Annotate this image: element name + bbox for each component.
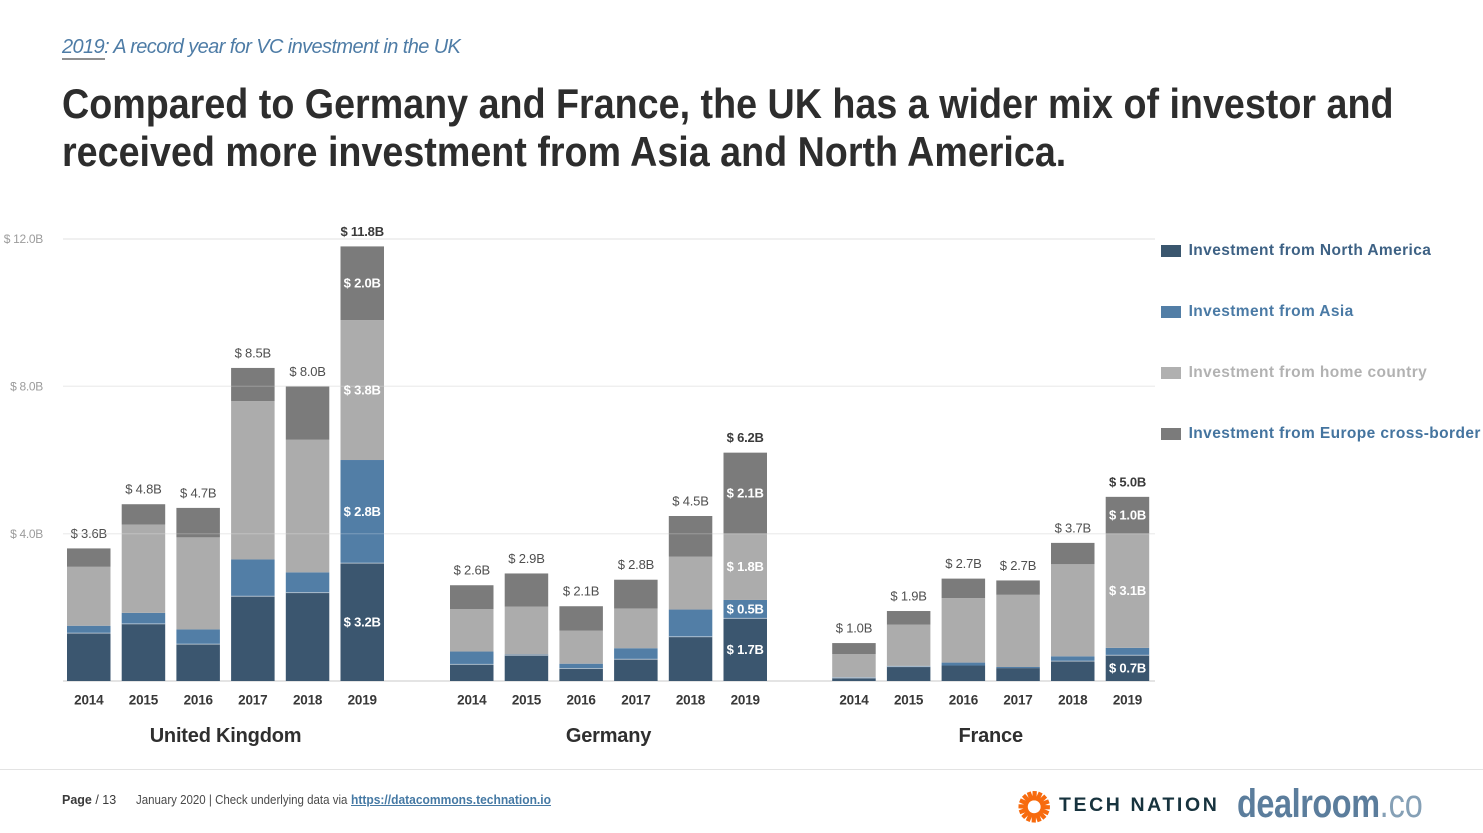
svg-text:$ 4.0B: $ 4.0B <box>10 527 43 541</box>
svg-text:2018: 2018 <box>293 693 323 708</box>
svg-text:$ 2.0B: $ 2.0B <box>344 276 381 291</box>
svg-text:United Kingdom: United Kingdom <box>150 725 302 747</box>
svg-text:2016: 2016 <box>949 693 979 708</box>
svg-text:2016: 2016 <box>566 693 596 708</box>
svg-text:$ 3.1B: $ 3.1B <box>1109 583 1146 598</box>
svg-text:2019: 2019 <box>1113 693 1142 708</box>
svg-text:2015: 2015 <box>894 693 924 708</box>
svg-text:$ 2.7B: $ 2.7B <box>1000 558 1036 573</box>
svg-text:2017: 2017 <box>238 693 267 708</box>
svg-text:$ 6.2B: $ 6.2B <box>727 430 764 445</box>
svg-text:$ 3.8B: $ 3.8B <box>344 382 381 397</box>
svg-text:$ 2.8B: $ 2.8B <box>618 557 654 572</box>
svg-text:$ 8.0B: $ 8.0B <box>10 380 43 394</box>
svg-text:2018: 2018 <box>676 693 706 708</box>
svg-text:France: France <box>959 725 1023 747</box>
svg-text:$ 2.1B: $ 2.1B <box>563 584 599 599</box>
svg-text:2017: 2017 <box>621 693 650 708</box>
svg-text:$ 0.7B: $ 0.7B <box>1109 661 1146 676</box>
svg-text:$ 11.8B: $ 11.8B <box>340 224 383 239</box>
svg-text:2014: 2014 <box>457 693 487 708</box>
svg-text:$ 2.9B: $ 2.9B <box>508 551 544 566</box>
svg-text:Germany: Germany <box>566 725 652 747</box>
svg-text:2017: 2017 <box>1003 693 1032 708</box>
svg-text:2019: 2019 <box>731 693 760 708</box>
svg-text:$ 1.7B: $ 1.7B <box>727 642 764 657</box>
svg-text:$ 1.8B: $ 1.8B <box>727 559 764 574</box>
svg-text:2014: 2014 <box>74 693 104 708</box>
svg-text:2015: 2015 <box>129 693 159 708</box>
svg-text:$ 3.7B: $ 3.7B <box>1055 520 1091 535</box>
svg-text:$ 12.0B: $ 12.0B <box>4 232 44 246</box>
svg-text:$ 8.5B: $ 8.5B <box>235 345 271 360</box>
svg-text:$ 4.7B: $ 4.7B <box>180 485 216 500</box>
svg-text:$ 3.2B: $ 3.2B <box>344 615 381 630</box>
svg-text:$ 8.0B: $ 8.0B <box>289 364 325 379</box>
svg-text:$ 2.6B: $ 2.6B <box>454 563 490 578</box>
svg-text:$ 1.0B: $ 1.0B <box>836 621 872 636</box>
svg-text:$ 3.6B: $ 3.6B <box>71 526 107 541</box>
svg-text:2015: 2015 <box>512 693 542 708</box>
svg-text:$ 2.8B: $ 2.8B <box>344 504 381 519</box>
svg-text:$ 2.1B: $ 2.1B <box>727 486 764 501</box>
svg-text:$ 0.5B: $ 0.5B <box>727 602 764 617</box>
svg-text:$ 4.8B: $ 4.8B <box>125 482 161 497</box>
svg-text:2014: 2014 <box>839 693 869 708</box>
svg-text:2016: 2016 <box>184 693 214 708</box>
svg-text:$ 5.0B: $ 5.0B <box>1109 474 1146 489</box>
svg-text:$ 1.9B: $ 1.9B <box>890 589 926 604</box>
svg-text:2019: 2019 <box>348 693 377 708</box>
svg-text:$ 4.5B: $ 4.5B <box>672 494 708 509</box>
svg-text:2018: 2018 <box>1058 693 1088 708</box>
svg-text:$ 2.7B: $ 2.7B <box>945 556 981 571</box>
svg-text:$ 1.0B: $ 1.0B <box>1109 508 1146 523</box>
